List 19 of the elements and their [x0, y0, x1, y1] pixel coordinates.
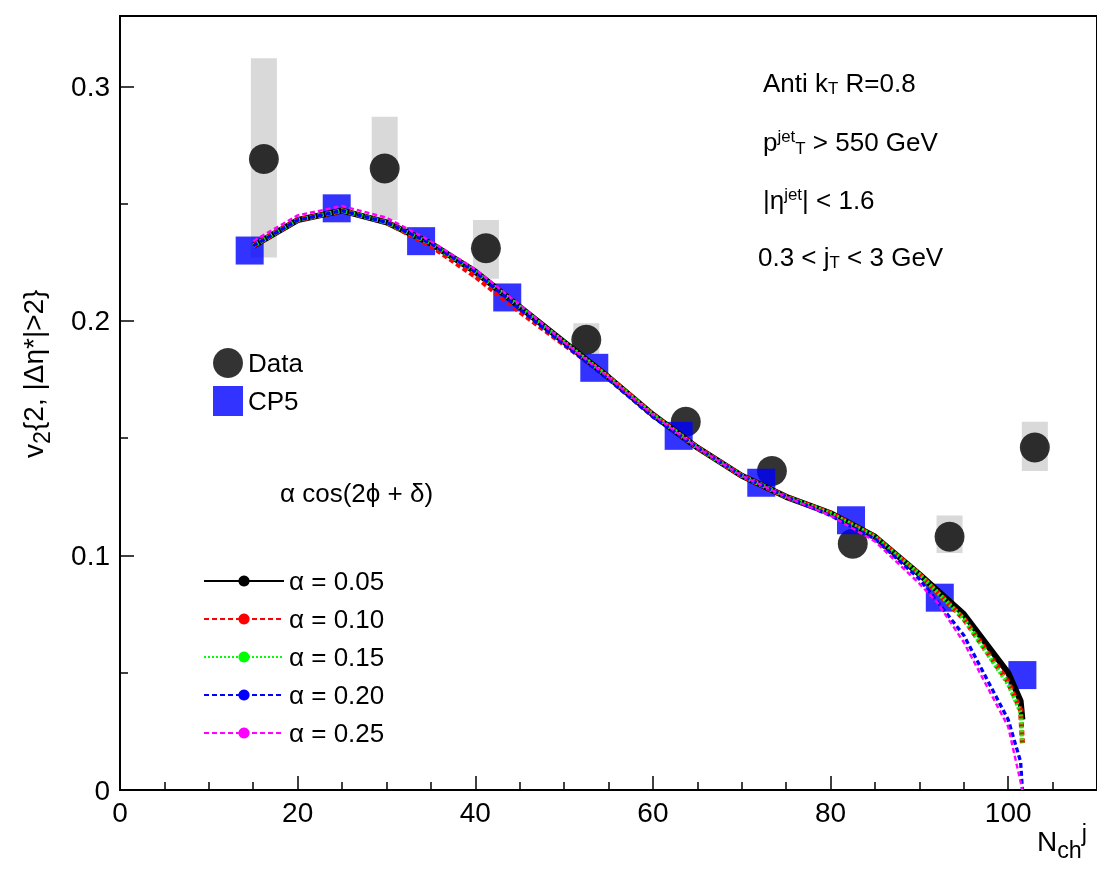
y-tick-label: 0.1	[71, 539, 110, 571]
x-tick-label: 100	[984, 796, 1032, 828]
legend-label: α = 0.05	[289, 566, 385, 596]
y-tick-label: 0.2	[71, 305, 110, 337]
legend-label: α = 0.25	[289, 718, 385, 748]
x-tick-label: 60	[637, 796, 669, 828]
y-tick-label: 0	[94, 774, 110, 806]
x-tick-label: 20	[282, 796, 314, 828]
legend-label: α = 0.15	[289, 642, 385, 672]
y-tick-label: 0.3	[71, 70, 110, 102]
legend-label: CP5	[248, 386, 299, 416]
legend-label: α = 0.10	[289, 604, 385, 634]
legend-title: α cos(2ϕ + δ)	[280, 478, 434, 508]
x-tick-label: 40	[459, 796, 491, 828]
annotation: Anti kT R=0.8	[763, 68, 916, 99]
legend-label: α = 0.20	[289, 680, 385, 710]
legend-label: Data	[248, 348, 304, 378]
annotation: 0.3 < jT < 3 GeV	[758, 242, 944, 273]
x-tick-label: 80	[814, 796, 847, 828]
